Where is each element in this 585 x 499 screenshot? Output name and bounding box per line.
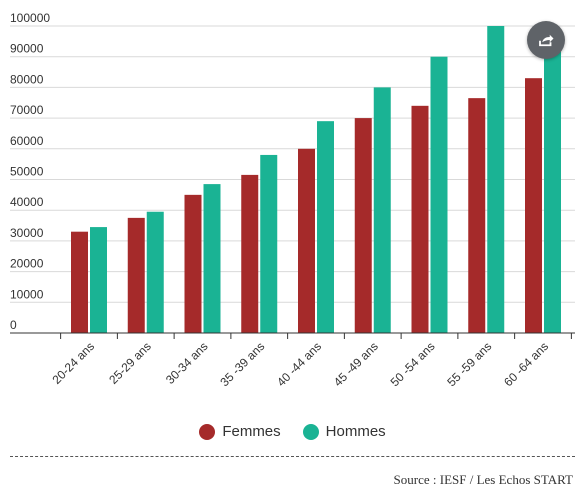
x-tick-label: 60 -64 ans bbox=[501, 339, 551, 389]
bar-femmes[interactable] bbox=[127, 217, 145, 333]
y-tick-label: 30000 bbox=[10, 226, 44, 240]
legend-dot-femmes bbox=[199, 423, 216, 440]
x-tick-label: 40 -44 ans bbox=[274, 339, 324, 389]
bar-hommes[interactable] bbox=[203, 184, 221, 333]
bar-hommes[interactable] bbox=[146, 211, 164, 333]
y-tick-label: 0 bbox=[10, 318, 17, 332]
y-tick-label: 90000 bbox=[10, 42, 44, 56]
x-tick-label: 30-34 ans bbox=[163, 339, 211, 387]
bar-femmes[interactable] bbox=[411, 105, 429, 333]
source-note: Source : IESF / Les Echos START bbox=[393, 472, 573, 487]
bar-hommes[interactable] bbox=[430, 56, 448, 333]
bar-femmes[interactable] bbox=[241, 174, 259, 333]
bar-hommes[interactable] bbox=[487, 26, 505, 333]
share-icon bbox=[539, 34, 554, 47]
bar-femmes[interactable] bbox=[184, 194, 202, 333]
bars-layer bbox=[71, 26, 561, 334]
legend: Femmes Hommes bbox=[0, 423, 585, 440]
bar-femmes[interactable] bbox=[468, 98, 486, 334]
y-tick-label: 60000 bbox=[10, 134, 44, 148]
bar-hommes[interactable] bbox=[90, 227, 107, 333]
bar-femmes[interactable] bbox=[354, 118, 372, 333]
y-tick-label: 10000 bbox=[10, 287, 44, 301]
legend-label-hommes: Hommes bbox=[325, 423, 386, 440]
y-tick-label: 80000 bbox=[10, 72, 44, 86]
bar-femmes[interactable] bbox=[71, 231, 88, 333]
bar-hommes[interactable] bbox=[260, 154, 278, 333]
divider bbox=[10, 456, 575, 457]
legend-item-femmes[interactable]: Femmes bbox=[199, 423, 281, 440]
x-tick-label: 20-24 ans bbox=[49, 339, 97, 387]
legend-dot-hommes bbox=[302, 423, 319, 440]
x-tick-label: 55 -59 ans bbox=[444, 339, 494, 389]
y-tick-label: 70000 bbox=[10, 103, 44, 117]
y-tick-label: 50000 bbox=[10, 165, 44, 179]
legend-label-femmes: Femmes bbox=[222, 423, 281, 440]
share-button[interactable] bbox=[527, 21, 565, 59]
y-tick-label: 40000 bbox=[10, 195, 44, 209]
x-tick-label: 35 -39 ans bbox=[217, 339, 267, 389]
y-tick-label: 100000 bbox=[10, 11, 50, 25]
x-tick-label: 25-29 ans bbox=[106, 339, 154, 387]
y-tick-label: 20000 bbox=[10, 257, 44, 271]
bar-hommes[interactable] bbox=[317, 121, 334, 333]
bar-femmes[interactable] bbox=[525, 78, 542, 333]
x-tick-label: 50 -54 ans bbox=[388, 339, 438, 389]
bar-femmes[interactable] bbox=[298, 148, 315, 333]
bar-hommes[interactable] bbox=[373, 87, 391, 334]
x-tick-label: 45 -49 ans bbox=[331, 339, 381, 389]
legend-item-hommes[interactable]: Hommes bbox=[302, 423, 386, 440]
bar-hommes[interactable] bbox=[544, 41, 561, 333]
